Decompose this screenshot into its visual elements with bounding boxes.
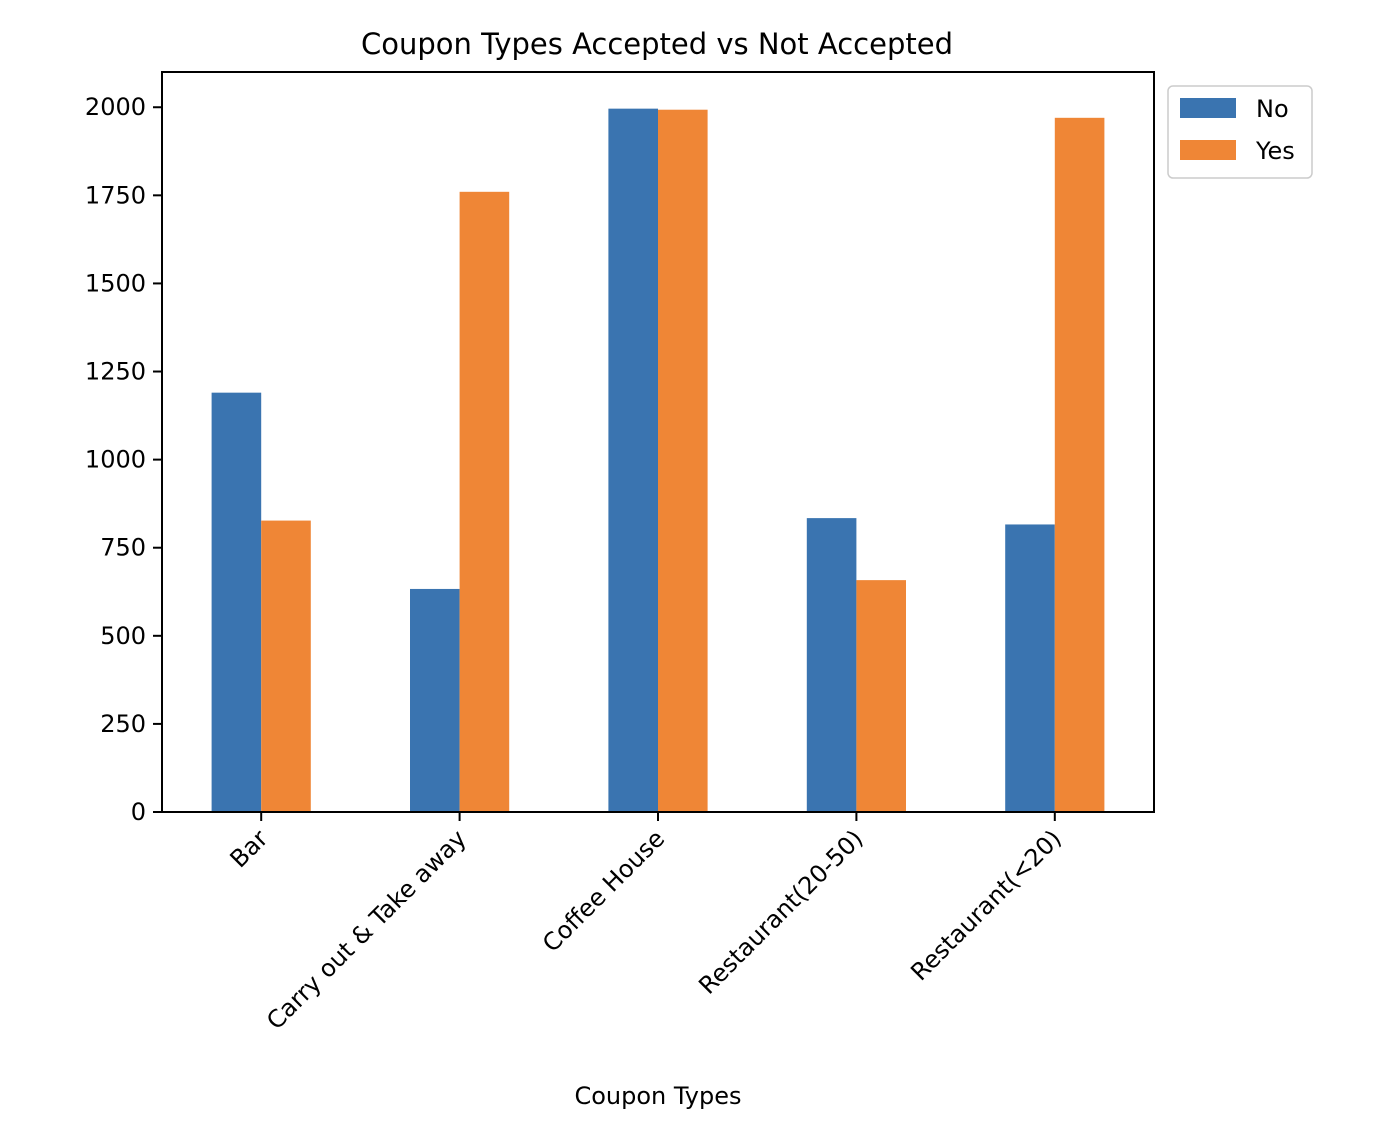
y-tick-label-6: 1500 <box>85 269 146 297</box>
legend: No Yes <box>1167 85 1313 179</box>
bar-no-4 <box>1005 524 1055 812</box>
y-tick-label-5: 1250 <box>85 358 146 386</box>
legend-label-no: No <box>1256 95 1289 123</box>
y-tick-label-1: 250 <box>100 710 146 738</box>
bar-no-3 <box>806 518 857 812</box>
plot-frame <box>161 71 1155 813</box>
x-tick-label-1: Carry out & Take away <box>261 824 472 1035</box>
x-axis-label: Coupon Types <box>574 1082 741 1110</box>
x-tick-label-0: Bar <box>225 824 274 873</box>
y-tick-label-2: 500 <box>100 622 146 650</box>
bar-yes-0 <box>261 520 311 812</box>
y-tick-label-4: 1000 <box>85 446 146 474</box>
legend-swatch-no <box>1180 98 1236 118</box>
bar-yes-2 <box>658 109 708 812</box>
legend-label-yes: Yes <box>1255 137 1295 165</box>
bar-no-1 <box>410 588 460 812</box>
bars-group <box>211 108 1105 813</box>
y-tick-label-7: 1750 <box>85 181 146 209</box>
legend-swatch-yes <box>1180 140 1236 160</box>
y-tick-label-0: 0 <box>131 798 146 826</box>
bar-no-0 <box>211 392 262 812</box>
bar-yes-1 <box>459 191 510 813</box>
y-tick-label-3: 750 <box>100 534 146 562</box>
y-tick-label-8: 2000 <box>85 93 146 121</box>
bar-no-2 <box>608 108 658 812</box>
bar-yes-4 <box>1054 117 1105 813</box>
bar-yes-3 <box>856 580 906 812</box>
x-tick-label-4: Restaurant(<20) <box>905 824 1067 986</box>
y-axis: 0 250 500 750 1000 1250 1500 1750 2000 <box>85 93 162 826</box>
chart-title: Coupon Types Accepted vs Not Accepted <box>361 27 953 61</box>
x-tick-label-2: Coffee House <box>537 824 670 957</box>
x-tick-label-3: Restaurant(20-50) <box>693 824 868 999</box>
